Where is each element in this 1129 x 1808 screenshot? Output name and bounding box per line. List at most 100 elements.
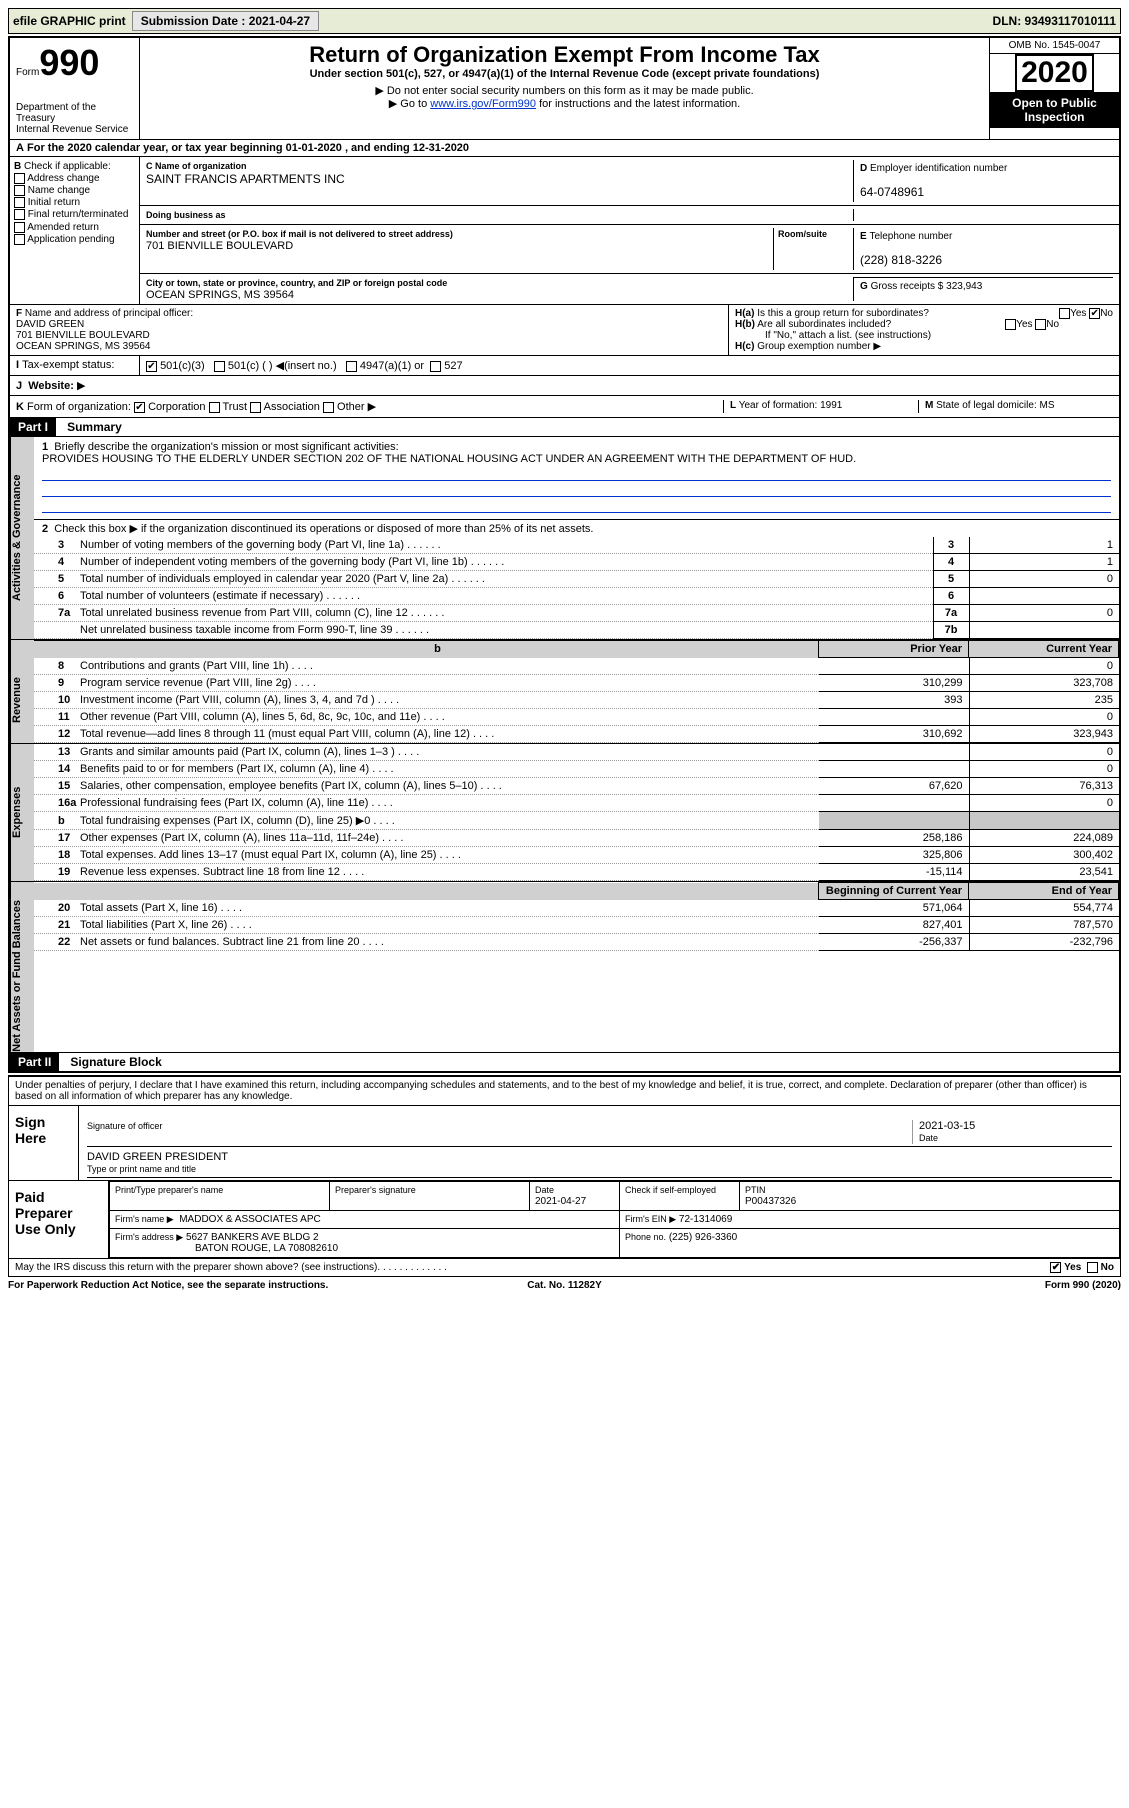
row-j-website: J Website: ▶ (10, 375, 1119, 395)
officer-name-title: DAVID GREEN PRESIDENT (87, 1151, 228, 1163)
room-suite: Room/suite (773, 228, 853, 270)
firm-ein: 72-1314069 (679, 1214, 732, 1225)
table-row: bTotal fundraising expenses (Part IX, co… (34, 812, 1119, 830)
chk-corp[interactable] (134, 402, 145, 413)
form-word: Form (16, 67, 39, 78)
paid-preparer-label: Paid Preparer Use Only (9, 1181, 109, 1258)
dln-label: DLN: 93493117010111 (993, 14, 1116, 28)
vlabel-net-spacer (10, 882, 34, 900)
table-row: 6Total number of volunteers (estimate if… (34, 588, 1119, 605)
table-row: 4Number of independent voting members of… (34, 554, 1119, 571)
table-row: 7aTotal unrelated business revenue from … (34, 605, 1119, 622)
prep-date: 2021-04-27 (535, 1196, 586, 1207)
form-990-container: Form990 Department of the Treasury Inter… (8, 36, 1121, 1073)
department-label: Department of the Treasury (16, 102, 133, 124)
ha-yes[interactable] (1059, 308, 1070, 319)
expenses-section: Expenses 13Grants and similar amounts pa… (10, 744, 1119, 882)
sig-date: 2021-03-15 (919, 1120, 975, 1132)
hb-yes[interactable] (1005, 319, 1016, 330)
ha-no[interactable] (1089, 308, 1100, 319)
ag-table: 3Number of voting members of the governi… (34, 537, 1119, 639)
chk-address-change[interactable]: Address change (14, 173, 135, 184)
table-row: 15Salaries, other compensation, employee… (34, 778, 1119, 795)
revenue-section: Revenue 8Contributions and grants (Part … (10, 658, 1119, 744)
form-ref: Form 990 (2020) (1045, 1280, 1121, 1291)
vlabel-rev: Revenue (10, 658, 34, 743)
part-ii-header: Part II Signature Block (10, 1053, 1119, 1071)
col-c-to-g: C Name of organization SAINT FRANCIS APA… (140, 157, 1119, 304)
net-table: 20Total assets (Part X, line 16) . . . .… (34, 900, 1119, 951)
firm-name: MADDOX & ASSOCIATES APC (179, 1214, 321, 1225)
row-i-status: I Tax-exempt status: 501(c)(3) 501(c) ( … (10, 355, 1119, 375)
discuss-no[interactable] (1087, 1262, 1098, 1273)
table-row: 16aProfessional fundraising fees (Part I… (34, 795, 1119, 812)
table-row: 10Investment income (Part VIII, column (… (34, 692, 1119, 709)
table-row: 18Total expenses. Add lines 13–17 (must … (34, 847, 1119, 864)
revenue-table: 8Contributions and grants (Part VIII, li… (34, 658, 1119, 743)
penalty-statement: Under penalties of perjury, I declare th… (9, 1077, 1120, 1106)
tax-year: 2020 (1015, 54, 1094, 92)
box-g-gross: G Gross receipts $ 323,943 (853, 277, 1113, 301)
section-b-through-g: B Check if applicable: Address change Na… (10, 157, 1119, 304)
chk-4947[interactable] (346, 361, 357, 372)
discuss-yes[interactable] (1050, 1262, 1061, 1273)
chk-amended[interactable]: Amended return (14, 222, 135, 233)
box-e-phone: E Telephone number (228) 818-3226 (853, 228, 1113, 270)
page-footer: For Paperwork Reduction Act Notice, see … (8, 1277, 1121, 1294)
signature-block: Under penalties of perjury, I declare th… (8, 1075, 1121, 1277)
submission-date-button[interactable]: Submission Date : 2021-04-27 (132, 11, 319, 31)
prior-year-header: Prior Year (819, 641, 969, 658)
discuss-row: May the IRS discuss this return with the… (9, 1258, 1120, 1276)
table-row: 8Contributions and grants (Part VIII, li… (34, 658, 1119, 675)
mission-text: PROVIDES HOUSING TO THE ELDERLY UNDER SE… (42, 453, 856, 465)
table-row: 13Grants and similar amounts paid (Part … (34, 744, 1119, 761)
efile-label: efile GRAPHIC print (13, 14, 126, 28)
expenses-table: 13Grants and similar amounts paid (Part … (34, 744, 1119, 881)
box-d-ein: D Employer identification number 64-0748… (853, 160, 1113, 202)
self-employed-check[interactable]: Check if self-employed (625, 1185, 716, 1195)
box-c-dba: Doing business as (146, 209, 853, 221)
chk-501c3[interactable] (146, 361, 157, 372)
chk-name-change[interactable]: Name change (14, 185, 135, 196)
chk-trust[interactable] (209, 402, 220, 413)
ein-value: 64-0748961 (860, 185, 924, 199)
pra-notice: For Paperwork Reduction Act Notice, see … (8, 1280, 328, 1291)
chk-initial-return[interactable]: Initial return (14, 197, 135, 208)
box-c-name: C Name of organization SAINT FRANCIS APA… (146, 160, 853, 202)
table-row: 14Benefits paid to or for members (Part … (34, 761, 1119, 778)
table-row: 19Revenue less expenses. Subtract line 1… (34, 864, 1119, 881)
omb-number: OMB No. 1545-0047 (990, 38, 1119, 54)
hb-no[interactable] (1035, 319, 1046, 330)
chk-other[interactable] (323, 402, 334, 413)
form-title: Return of Organization Exempt From Incom… (146, 42, 983, 68)
chk-527[interactable] (430, 361, 441, 372)
end-year-header: End of Year (969, 883, 1119, 900)
header-left: Form990 Department of the Treasury Inter… (10, 38, 140, 139)
box-m-state: M State of legal domicile: MS (918, 400, 1113, 413)
vlabel-b-spacer (10, 640, 34, 658)
header-center: Return of Organization Exempt From Incom… (140, 38, 989, 139)
form-subtitle: Under section 501(c), 527, or 4947(a)(1)… (146, 68, 983, 80)
sign-here-label: Sign Here (9, 1106, 79, 1180)
chk-pending[interactable]: Application pending (14, 234, 135, 245)
table-row: 9Program service revenue (Part VIII, lin… (34, 675, 1119, 692)
agency-label: Internal Revenue Service (16, 124, 133, 135)
net-assets-section: Net Assets or Fund Balances 20Total asse… (10, 900, 1119, 1053)
current-year-header: Current Year (969, 641, 1119, 658)
header-right: OMB No. 1545-0047 2020 Open to PublicIns… (989, 38, 1119, 139)
firm-addr1: 5627 BANKERS AVE BLDG 2 (186, 1232, 319, 1243)
box-c-address: Number and street (or P.O. box if mail i… (146, 228, 773, 270)
irs-link[interactable]: www.irs.gov/Form990 (430, 98, 536, 110)
table-row: 11Other revenue (Part VIII, column (A), … (34, 709, 1119, 726)
vlabel-ag: Activities & Governance (10, 437, 34, 639)
cat-no: Cat. No. 11282Y (527, 1280, 601, 1291)
firm-phone: (225) 926-3360 (669, 1232, 737, 1243)
ptin-value: P00437326 (745, 1196, 796, 1207)
chk-final-return[interactable]: Final return/terminated (14, 209, 135, 220)
table-row: 21Total liabilities (Part X, line 26) . … (34, 917, 1119, 934)
box-h: H(a) Is this a group return for subordin… (729, 305, 1119, 355)
chk-assoc[interactable] (250, 402, 261, 413)
mission-block: 1 Briefly describe the organization's mi… (34, 437, 1119, 520)
phone-value: (228) 818-3226 (860, 253, 942, 267)
chk-501c[interactable] (214, 361, 225, 372)
